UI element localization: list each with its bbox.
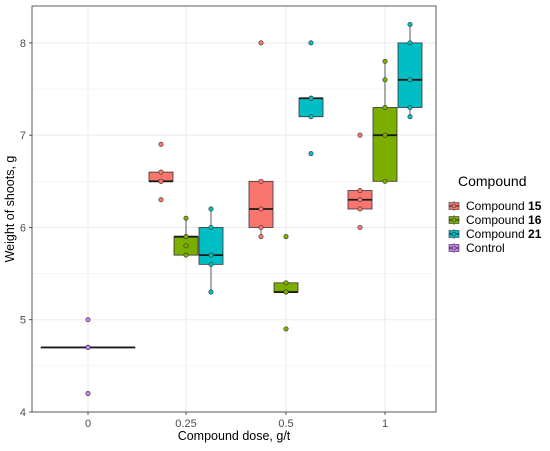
data-point xyxy=(382,77,388,83)
legend-label-number: 21 xyxy=(525,227,542,241)
box xyxy=(298,97,324,118)
legend-label-number: 15 xyxy=(525,199,542,213)
legend-key xyxy=(448,243,460,253)
data-point xyxy=(183,234,189,240)
data-point xyxy=(308,114,314,120)
data-point xyxy=(183,243,189,249)
data-point xyxy=(183,252,189,258)
data-point xyxy=(407,77,413,83)
box-group xyxy=(198,206,224,295)
box xyxy=(198,227,224,265)
x-tick-label: 0.5 xyxy=(278,418,293,430)
data-point xyxy=(357,188,363,194)
legend-key xyxy=(448,215,460,225)
box-group xyxy=(397,21,423,120)
box-group xyxy=(40,317,136,397)
y-tick-label: 7 xyxy=(20,130,26,142)
data-point xyxy=(208,252,214,258)
y-axis-title: Weight of shoots, g xyxy=(3,156,17,263)
legend-label-prefix: Control xyxy=(466,241,505,255)
data-point xyxy=(407,40,413,46)
data-point xyxy=(183,215,189,221)
data-point xyxy=(382,132,388,138)
plot-border xyxy=(31,5,437,413)
box-group xyxy=(173,215,199,258)
data-point xyxy=(357,132,363,138)
data-point xyxy=(283,326,289,332)
data-point xyxy=(283,234,289,240)
data-point xyxy=(357,197,363,203)
data-point xyxy=(85,391,91,397)
data-point xyxy=(258,234,264,240)
data-point xyxy=(308,40,314,46)
legend-label-prefix: Compound xyxy=(466,227,525,241)
legend-key-point xyxy=(451,203,457,209)
data-point xyxy=(258,224,264,230)
legend-label-prefix: Compound xyxy=(466,213,525,227)
data-point xyxy=(85,317,91,323)
box-group xyxy=(347,132,373,230)
legend-key xyxy=(448,229,460,239)
data-point xyxy=(158,141,164,147)
data-point xyxy=(407,105,413,111)
legend-label-prefix: Compound xyxy=(466,199,525,213)
data-point xyxy=(258,206,264,212)
legend-label: Control xyxy=(466,241,505,255)
plot-panel xyxy=(32,6,436,412)
x-tick-label: 0.25 xyxy=(175,418,196,430)
data-point xyxy=(357,224,363,230)
data-point xyxy=(308,95,314,101)
legend-key xyxy=(448,201,460,211)
data-point xyxy=(308,151,314,157)
legend-key-point xyxy=(451,217,457,223)
data-point xyxy=(357,206,363,212)
data-point xyxy=(208,206,214,212)
data-point xyxy=(208,289,214,295)
box-group xyxy=(298,40,324,157)
x-axis-title: Compound dose, g/t xyxy=(178,429,291,443)
box xyxy=(397,42,423,108)
legend-label: Compound 15 xyxy=(466,199,542,213)
x-tick-label: 0 xyxy=(85,418,91,430)
y-tick-label: 6 xyxy=(20,222,26,234)
data-point xyxy=(85,344,91,350)
data-point xyxy=(283,289,289,295)
data-point xyxy=(158,197,164,203)
data-point xyxy=(208,224,214,230)
box-group xyxy=(372,58,398,184)
data-point xyxy=(382,178,388,184)
x-tick-label: 1 xyxy=(382,418,388,430)
legend-label: Compound 21 xyxy=(466,227,542,241)
data-point xyxy=(208,261,214,267)
data-point xyxy=(382,58,388,64)
box-group xyxy=(148,141,174,203)
data-point xyxy=(382,105,388,111)
data-point xyxy=(258,178,264,184)
data-point xyxy=(407,114,413,120)
box xyxy=(248,180,274,228)
data-point xyxy=(158,178,164,184)
legend-label-number: 16 xyxy=(525,213,542,227)
data-point xyxy=(407,21,413,27)
legend-key-point xyxy=(451,245,457,251)
data-point xyxy=(158,169,164,175)
y-tick-label: 8 xyxy=(20,38,26,50)
legend-title: Compound xyxy=(458,173,527,189)
legend-label: Compound 16 xyxy=(466,213,542,227)
data-point xyxy=(283,280,289,286)
data-point xyxy=(258,40,264,46)
y-tick-label: 4 xyxy=(20,407,26,419)
box-group xyxy=(248,40,274,240)
y-tick-label: 5 xyxy=(20,315,26,327)
box-group xyxy=(273,234,299,332)
box xyxy=(372,107,398,182)
legend-key-point xyxy=(451,231,457,237)
